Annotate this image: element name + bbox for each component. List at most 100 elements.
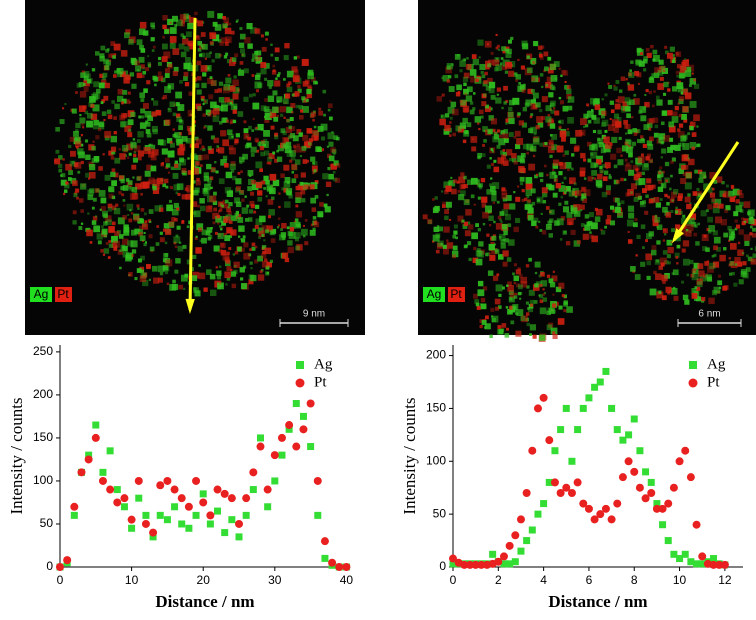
map-pixel	[229, 101, 233, 105]
map-pixel	[509, 203, 516, 210]
map-pixel	[624, 158, 628, 162]
map-pixel	[449, 100, 452, 103]
map-pixel	[432, 234, 440, 242]
map-pixel	[505, 195, 512, 201]
map-pixel	[251, 246, 256, 251]
map-pixel	[140, 207, 145, 212]
map-pixel	[525, 264, 530, 268]
map-pixel	[652, 117, 659, 123]
map-pixel	[164, 119, 171, 126]
map-pixel	[515, 74, 521, 80]
map-pixel	[541, 187, 548, 194]
map-pixel	[195, 235, 198, 238]
x-axis-label: Distance / nm	[155, 592, 254, 611]
map-pixel	[672, 111, 678, 117]
map-pixel	[140, 272, 147, 279]
map-pixel	[690, 273, 695, 278]
map-pixel	[540, 45, 545, 49]
map-pixel	[218, 105, 224, 111]
map-pixel	[691, 268, 697, 274]
map-pixel	[284, 43, 290, 49]
map-pixel	[184, 82, 190, 87]
map-pixel	[538, 274, 542, 278]
map-pixel	[65, 163, 72, 171]
map-pixel	[331, 149, 337, 154]
map-pixel	[218, 178, 225, 185]
map-pixel	[668, 121, 675, 128]
map-pixel	[542, 200, 547, 204]
map-pixel	[169, 27, 177, 34]
map-pixel	[322, 89, 327, 94]
map-pixel	[642, 200, 647, 204]
map-pixel	[265, 229, 269, 234]
map-pixel	[209, 76, 213, 80]
map-pixel	[689, 121, 696, 128]
map-pixel	[474, 299, 480, 304]
map-pixel	[216, 275, 222, 280]
map-pixel	[114, 103, 120, 110]
map-pixel	[545, 83, 549, 87]
map-pixel	[71, 108, 77, 114]
map-pixel	[86, 112, 93, 119]
map-pixel	[550, 100, 556, 107]
map-pixel	[621, 145, 629, 152]
map-pixel	[137, 175, 142, 181]
map-pixel	[508, 239, 515, 246]
map-pixel	[512, 303, 519, 310]
map-pixel	[210, 227, 213, 230]
map-pixel	[539, 73, 544, 77]
map-pixel	[93, 81, 100, 88]
map-pixel	[576, 240, 581, 245]
map-pixel	[532, 60, 536, 64]
map-pixel	[214, 105, 220, 111]
map-pixel	[228, 202, 233, 207]
map-pixel	[107, 207, 113, 212]
map-pixel	[535, 281, 542, 288]
map-pixel	[147, 115, 154, 122]
map-pixel	[267, 80, 274, 87]
map-pixel	[162, 35, 166, 39]
map-pixel	[712, 261, 720, 268]
map-pixel	[704, 261, 709, 266]
map-pixel	[533, 217, 539, 223]
map-pixel	[312, 223, 315, 226]
map-pixel	[696, 125, 699, 128]
map-pixel	[169, 142, 175, 148]
map-pixel	[473, 75, 477, 78]
map-pixel	[628, 152, 633, 158]
map-pixel	[164, 157, 170, 163]
map-pixel	[186, 190, 190, 194]
map-pixel	[707, 229, 712, 234]
map-pixel	[467, 241, 472, 246]
map-pixel	[463, 72, 470, 79]
map-pixel	[494, 132, 497, 135]
map-pixel	[167, 108, 172, 113]
map-pixel	[495, 306, 500, 311]
map-pixel	[160, 77, 166, 83]
map-pixel	[671, 116, 679, 123]
map-pixel	[689, 202, 692, 205]
point	[460, 560, 469, 569]
map-pixel	[232, 175, 237, 181]
map-pixel	[138, 183, 142, 188]
map-pixel	[139, 44, 144, 50]
map-pixel	[688, 84, 692, 88]
map-pixel	[469, 109, 475, 115]
map-pixel	[138, 231, 143, 237]
map-pixel	[274, 80, 281, 87]
map-pixel	[443, 226, 450, 233]
point	[163, 476, 172, 485]
map-pixel	[302, 106, 309, 113]
map-pixel	[147, 179, 153, 185]
map-pixel	[164, 241, 168, 245]
map-pixel	[520, 182, 524, 186]
map-pixel	[486, 164, 491, 169]
point	[149, 528, 158, 537]
map-pixel	[327, 166, 331, 171]
map-pixel	[92, 104, 100, 112]
point	[199, 490, 207, 498]
map-pixel	[670, 209, 674, 213]
map-pixel	[490, 307, 495, 312]
map-pixel	[177, 148, 185, 155]
point	[652, 504, 661, 513]
